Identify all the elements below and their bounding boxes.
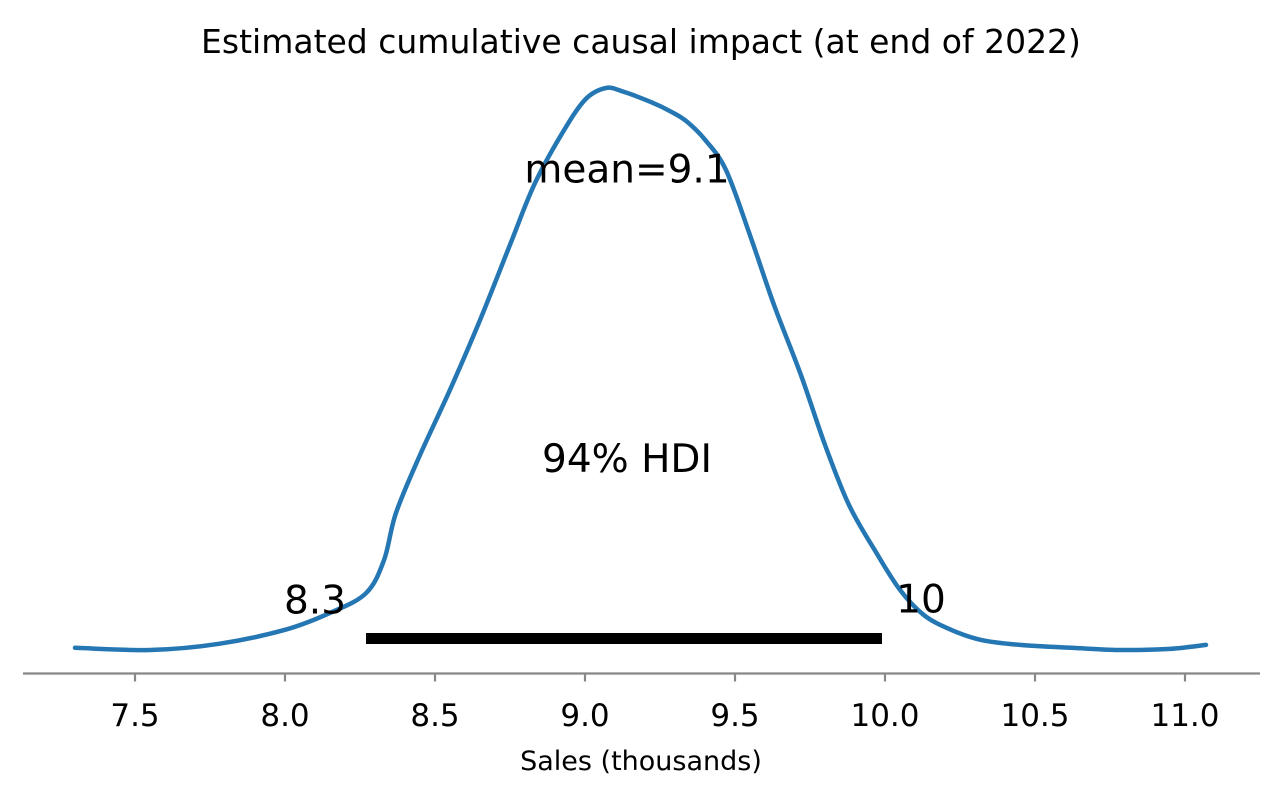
x-tick-label: 10.0 <box>850 698 919 734</box>
mean-annotation: mean=9.1 <box>524 147 729 192</box>
x-tick-label: 9.5 <box>710 698 759 734</box>
x-axis-label: Sales (thousands) <box>520 746 762 777</box>
x-tick-label: 10.5 <box>1000 698 1069 734</box>
hdi-annotation: 94% HDI <box>542 437 712 482</box>
x-tick-label: 9.0 <box>560 698 609 734</box>
x-tick-label: 11.0 <box>1150 698 1219 734</box>
x-axis-ticks: 7.5 8.0 8.5 9.0 9.5 10.0 10.5 11.0 <box>110 673 1220 734</box>
x-tick-label: 8.5 <box>410 698 459 734</box>
x-tick-label: 8.0 <box>260 698 309 734</box>
hdi-upper-label: 10 <box>896 577 946 622</box>
x-tick-label: 7.5 <box>110 698 159 734</box>
kde-curve <box>72 85 1209 653</box>
hdi-lower-label: 8.3 <box>284 578 346 623</box>
chart-title: Estimated cumulative causal impact (at e… <box>201 22 1081 61</box>
